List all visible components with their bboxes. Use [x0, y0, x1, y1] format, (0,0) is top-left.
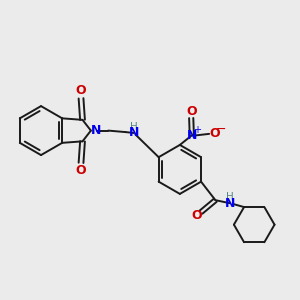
Text: N: N — [91, 124, 101, 137]
Text: H: H — [226, 192, 234, 202]
Text: O: O — [76, 84, 86, 98]
Text: O: O — [209, 128, 220, 140]
Text: H: H — [130, 122, 138, 132]
Text: N: N — [225, 197, 235, 210]
Text: O: O — [76, 164, 86, 177]
Text: O: O — [192, 208, 202, 222]
Text: −: − — [215, 123, 226, 136]
Text: N: N — [187, 129, 197, 142]
Text: N: N — [129, 127, 139, 140]
Text: O: O — [186, 105, 196, 118]
Text: +: + — [193, 125, 201, 135]
